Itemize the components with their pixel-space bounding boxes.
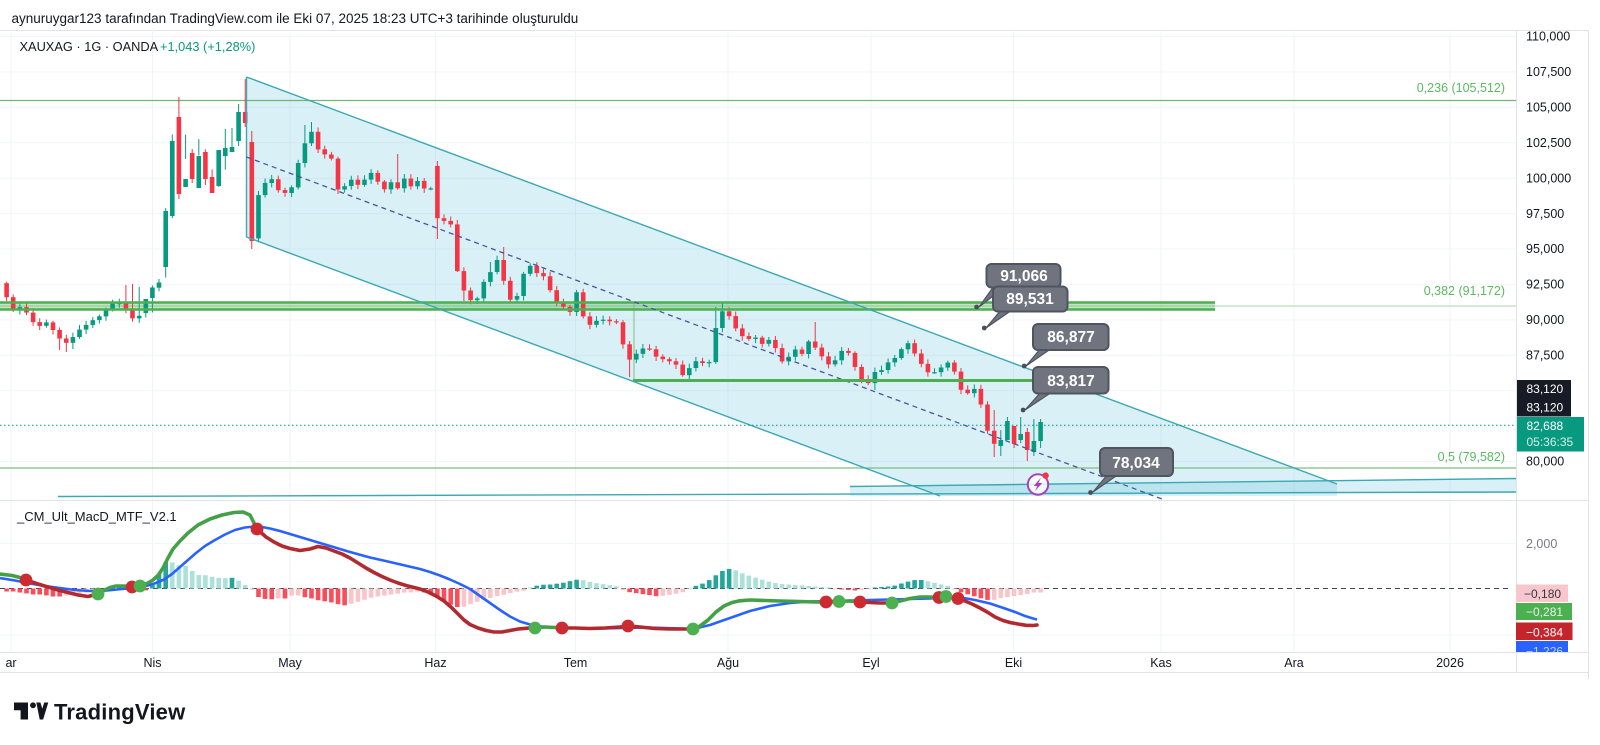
svg-text:89,531: 89,531 (1006, 291, 1054, 308)
svg-text:110,000: 110,000 (1526, 30, 1570, 44)
svg-text:+1,043 (+1,28%): +1,043 (+1,28%) (160, 39, 255, 54)
svg-text:83,120: 83,120 (1527, 401, 1564, 415)
svg-text:05:36:35: 05:36:35 (1527, 435, 1574, 449)
svg-text:Ara: Ara (1284, 656, 1304, 670)
svg-text:−0,281: −0,281 (1526, 605, 1563, 619)
svg-text:78,034: 78,034 (1112, 455, 1160, 472)
svg-text:0,382 (91,172): 0,382 (91,172) (1424, 284, 1505, 298)
svg-text:May: May (278, 656, 302, 670)
svg-text:83,817: 83,817 (1047, 373, 1094, 390)
svg-text:97,500: 97,500 (1526, 207, 1564, 221)
svg-text:83,120: 83,120 (1527, 382, 1564, 396)
svg-text:Kas: Kas (1150, 656, 1172, 670)
svg-text:82,688: 82,688 (1527, 419, 1564, 433)
svg-text:Eyl: Eyl (862, 656, 879, 670)
svg-text:91,066: 91,066 (1000, 268, 1048, 285)
svg-text:2026: 2026 (1436, 656, 1464, 670)
svg-text:Ağu: Ağu (717, 656, 739, 670)
svg-text:90,000: 90,000 (1526, 313, 1564, 327)
svg-text:2,000: 2,000 (1526, 537, 1557, 551)
svg-text:87,500: 87,500 (1526, 349, 1564, 363)
svg-text:Tem: Tem (564, 656, 588, 670)
svg-text:Nis: Nis (143, 656, 161, 670)
svg-text:−0,180: −0,180 (1524, 587, 1561, 601)
svg-text:_CM_Ult_MacD_MTF_V2.1: _CM_Ult_MacD_MTF_V2.1 (16, 509, 177, 524)
svg-text:Eki: Eki (1005, 656, 1022, 670)
svg-text:95,000: 95,000 (1526, 242, 1564, 256)
svg-text:−1,226: −1,226 (1526, 645, 1563, 659)
svg-text:TradingView: TradingView (54, 700, 186, 725)
svg-text:−0,092: −0,092 (1524, 582, 1561, 596)
svg-text:aynuruygar123 tarafından Tradi: aynuruygar123 tarafından TradingView.com… (12, 11, 579, 26)
svg-text:XAUXAG · 1G · OANDA: XAUXAG · 1G · OANDA (20, 39, 159, 54)
svg-text:80,000: 80,000 (1526, 455, 1564, 469)
svg-text:−0,384: −0,384 (1526, 626, 1563, 640)
svg-text:105,000: 105,000 (1526, 101, 1571, 115)
svg-text:0,236 (105,512): 0,236 (105,512) (1417, 81, 1505, 95)
svg-text:ar: ar (5, 656, 16, 670)
svg-text:Haz: Haz (424, 656, 446, 670)
svg-text:100,000: 100,000 (1526, 171, 1571, 185)
svg-text:92,500: 92,500 (1526, 278, 1564, 292)
svg-text:102,500: 102,500 (1526, 136, 1571, 150)
svg-text:0,5 (79,582): 0,5 (79,582) (1438, 450, 1505, 464)
svg-text:86,877: 86,877 (1047, 329, 1094, 346)
svg-text:107,500: 107,500 (1526, 65, 1571, 79)
